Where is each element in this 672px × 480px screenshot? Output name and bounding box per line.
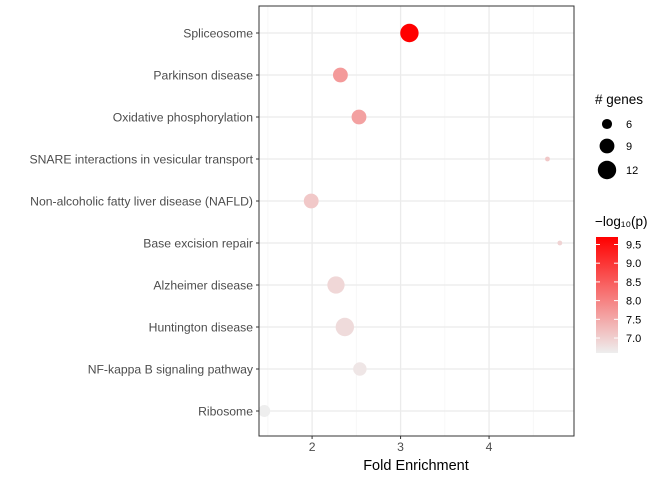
size-legend-label: 12: [626, 165, 638, 177]
x-tick-label: 2: [309, 440, 316, 454]
plot-panel: [258, 5, 575, 437]
color-legend-label: 8.5: [626, 277, 641, 289]
data-point: [557, 240, 563, 246]
x-axis-title: Fold Enrichment: [363, 458, 469, 474]
y-axis: Spliceosome Parkinson disease Oxidative ph…: [29, 26, 259, 418]
color-legend: −log₁₀(p) 7.0 7.5 8.0 8.5 9.0 9.5: [595, 214, 648, 353]
color-legend-label: 7.0: [626, 333, 641, 345]
data-point: [545, 156, 550, 162]
panel-border: [258, 5, 575, 437]
size-legend-title: # genes: [595, 92, 643, 107]
data-point: [335, 317, 355, 337]
color-legend-title: −log₁₀(p): [595, 214, 648, 229]
color-legend-label: 9.5: [626, 239, 641, 251]
size-legend-key: [601, 118, 613, 130]
size-legend-key: [597, 160, 617, 180]
y-tick-label: Base excision repair: [143, 236, 253, 250]
y-tick-label: Non-alcoholic fatty liver disease (NAFLD…: [30, 194, 253, 208]
data-point: [332, 67, 348, 83]
y-tick-label: Parkinson disease: [153, 68, 253, 82]
color-legend-label: 8.0: [626, 296, 641, 308]
x-tick-label: 3: [397, 440, 404, 454]
data-point: [303, 193, 319, 209]
y-tick-label: Oxidative phosphorylation: [113, 110, 253, 124]
y-tick-label: Ribosome: [198, 404, 253, 418]
y-tick-label: NF-kappa B signaling pathway: [88, 362, 254, 376]
y-tick-label: Alzheimer disease: [153, 278, 253, 292]
y-tick-label: SNARE interactions in vesicular transpor…: [29, 152, 253, 166]
x-tick-label: 4: [486, 440, 493, 454]
data-point: [353, 362, 367, 376]
data-point: [258, 405, 271, 417]
panel-background: [259, 6, 574, 436]
size-legend-key: [599, 138, 615, 154]
size-legend-label: 9: [626, 141, 632, 153]
color-legend-bar: [596, 237, 618, 353]
x-axis: 2 3 4: [309, 436, 493, 454]
data-point: [351, 109, 367, 125]
size-legend: # genes 6 9 12: [595, 92, 643, 180]
data-point: [400, 23, 419, 43]
size-legend-label: 6: [626, 119, 632, 131]
data-point: [327, 276, 345, 294]
y-tick-label: Spliceosome: [183, 26, 253, 40]
color-legend-label: 9.0: [626, 258, 641, 270]
color-legend-label: 7.5: [626, 314, 641, 326]
y-tick-label: Huntington disease: [149, 320, 254, 334]
